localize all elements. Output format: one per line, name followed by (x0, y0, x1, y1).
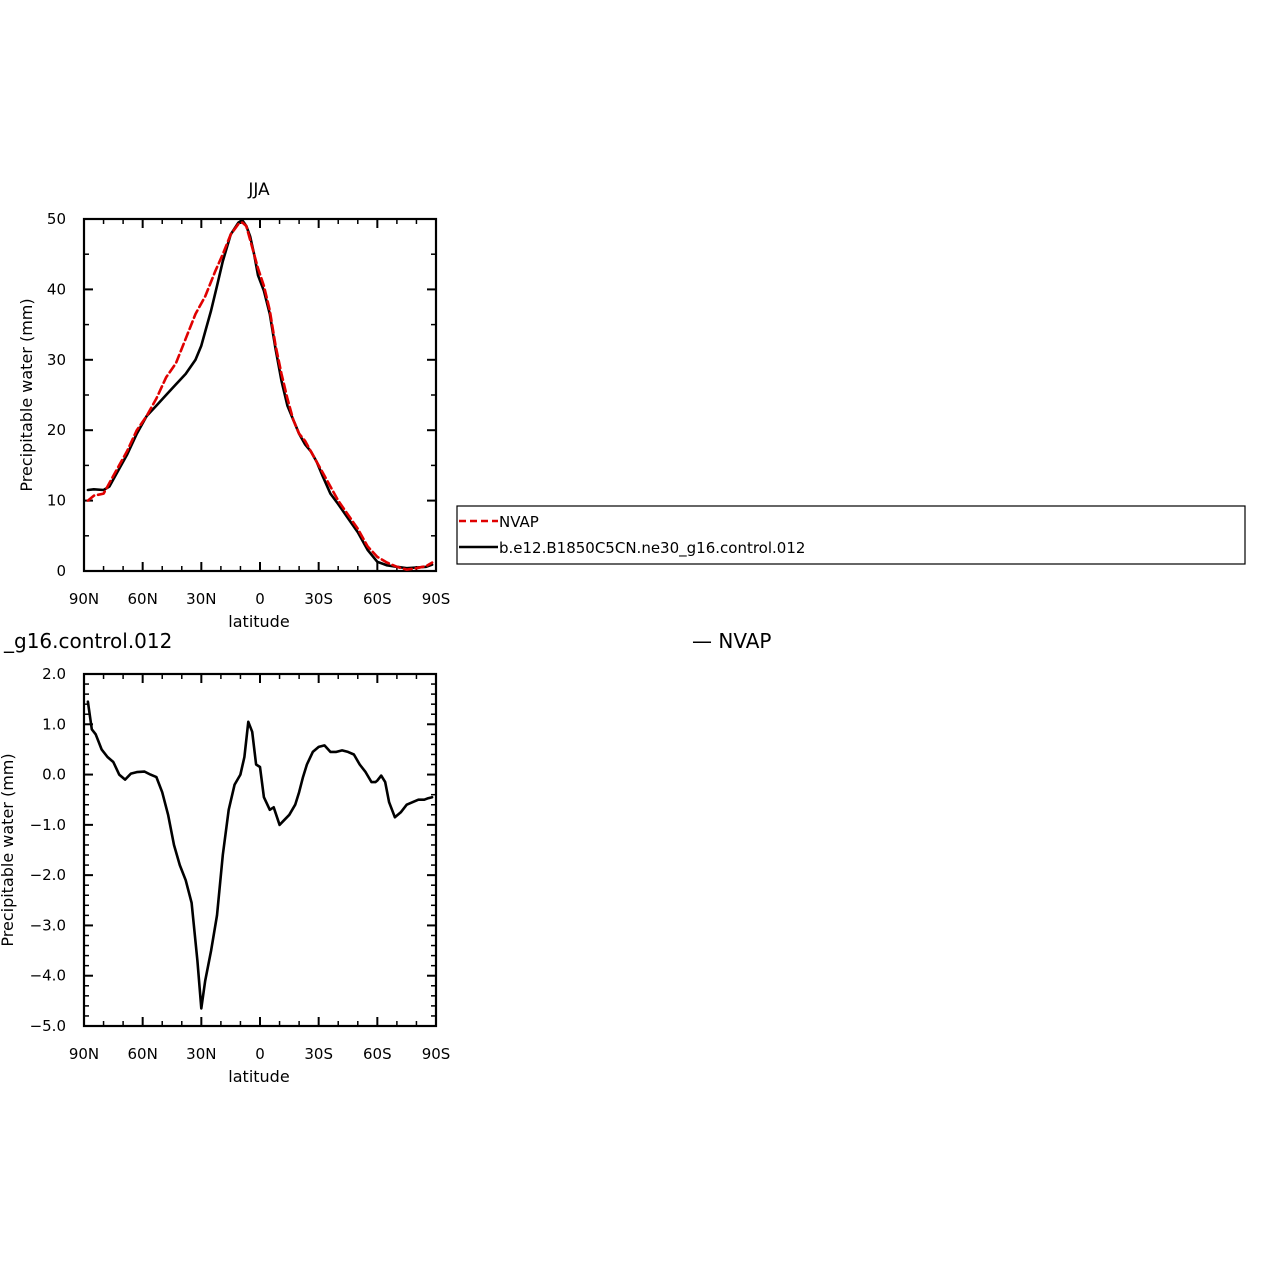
bottom-series-line-0 (86, 700, 434, 1010)
y-tick-label: 1.0 (42, 715, 66, 733)
top-y-tick-labels: 0 10 20 30 40 50 (47, 210, 66, 580)
legend-label-nvap: NVAP (499, 513, 539, 531)
top-y-axis-title: Precipitable water (mm) (17, 298, 36, 491)
bottom-axis-ticks (83, 673, 437, 1027)
y-tick-label: 0.0 (42, 766, 66, 784)
bottom-x-tick-labels: 90N 60N 30N 0 30S 60S 90S (69, 1045, 450, 1063)
x-tick-label: 60N (128, 590, 158, 608)
legend-label-model: b.e12.B1850C5CN.ne30_g16.control.012 (499, 539, 805, 558)
top-chart-title: JJA (247, 180, 270, 200)
x-tick-label: 90S (422, 590, 451, 608)
x-tick-label: 90N (69, 1045, 99, 1063)
top-chart-panel: JJA 0 10 20 30 40 50 90N 60N 30N 0 30S 60S 90S lati… (17, 180, 450, 631)
x-tick-label: 0 (255, 1045, 265, 1063)
y-tick-label: −3.0 (30, 916, 66, 934)
top-axis-ticks (83, 218, 437, 572)
bottom-chart-title-left: _g16.control.012 (3, 629, 172, 653)
y-tick-label: 30 (47, 351, 66, 369)
bottom-series-lines (86, 700, 434, 1010)
x-tick-label: 30S (304, 590, 333, 608)
y-tick-label: −1.0 (30, 816, 66, 834)
bottom-chart-panel: _g16.control.012 — NVAP −5.0 −4.0 −3.0 −2.0… (0, 629, 771, 1086)
x-tick-label: 60N (128, 1045, 158, 1063)
y-tick-label: 0 (56, 562, 66, 580)
y-tick-label: 2.0 (42, 665, 66, 683)
y-tick-label: 40 (47, 280, 66, 298)
y-tick-label: 20 (47, 421, 66, 439)
bottom-y-axis-title: Precipitable water (mm) (0, 753, 17, 946)
x-tick-label: 30S (304, 1045, 333, 1063)
bottom-chart-title-right: — NVAP (692, 629, 771, 653)
x-tick-label: 30N (186, 590, 216, 608)
top-series-line-0 (86, 221, 434, 571)
x-tick-label: 60S (363, 590, 392, 608)
bottom-x-axis-title: latitude (228, 1067, 289, 1086)
y-tick-label: 10 (47, 492, 66, 510)
x-tick-label: 0 (255, 590, 265, 608)
x-tick-label: 90N (69, 590, 99, 608)
legend-box (456, 505, 1246, 565)
x-tick-label: 30N (186, 1045, 216, 1063)
y-tick-label: −2.0 (30, 866, 66, 884)
bottom-y-tick-labels: −5.0 −4.0 −3.0 −2.0 −1.0 0.0 1.0 2.0 (30, 665, 66, 1035)
top-x-axis-title: latitude (228, 612, 289, 631)
top-series-lines (86, 219, 434, 571)
bottom-plot-frame (82, 672, 438, 1028)
x-tick-label: 90S (422, 1045, 451, 1063)
chart-legend: NVAP b.e12.B1850C5CN.ne30_g16.control.01… (456, 505, 1246, 565)
top-x-tick-labels: 90N 60N 30N 0 30S 60S 90S (69, 590, 450, 608)
top-series-line-1 (86, 219, 434, 570)
y-tick-label: −4.0 (30, 967, 66, 985)
y-tick-label: −5.0 (30, 1017, 66, 1035)
x-tick-label: 60S (363, 1045, 392, 1063)
y-tick-label: 50 (47, 210, 66, 228)
